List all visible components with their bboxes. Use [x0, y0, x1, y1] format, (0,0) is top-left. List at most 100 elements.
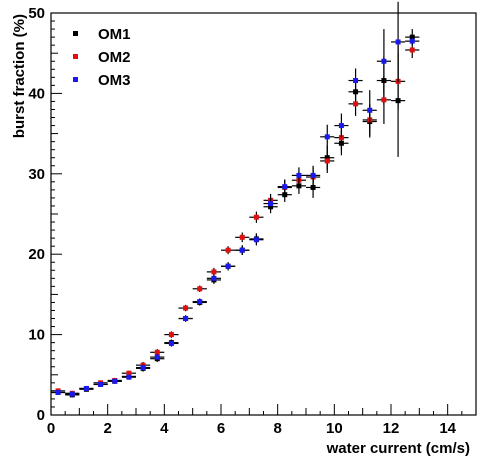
marker — [353, 101, 359, 107]
data-point — [405, 38, 420, 44]
x-tick-label: 6 — [217, 420, 225, 437]
data-point — [221, 246, 236, 255]
marker — [183, 316, 189, 322]
data-point — [164, 331, 179, 338]
data-point — [93, 381, 108, 387]
marker — [183, 305, 189, 311]
data-point — [391, 1, 406, 83]
marker — [310, 184, 316, 190]
marker — [367, 107, 373, 113]
data-point — [221, 262, 236, 271]
marker — [225, 247, 231, 253]
data-point — [150, 353, 165, 361]
marker — [211, 269, 217, 275]
legend: OM1 OM2 OM3 — [73, 26, 131, 89]
y-tick-label: 20 — [28, 246, 45, 263]
y-tick-label: 40 — [28, 85, 45, 102]
data-point — [178, 304, 193, 312]
data-points — [51, 1, 420, 398]
marker — [409, 47, 415, 53]
data-point — [206, 274, 221, 283]
data-point — [136, 364, 151, 371]
marker — [69, 391, 75, 397]
data-point — [192, 298, 207, 305]
legend-label: OM2 — [98, 49, 131, 66]
data-point — [79, 385, 94, 391]
x-tick-label: 10 — [326, 420, 343, 437]
marker — [126, 370, 132, 376]
marker — [126, 374, 132, 380]
marker — [197, 299, 203, 305]
data-point — [249, 234, 264, 246]
legend-label: OM1 — [98, 26, 131, 43]
marker — [239, 247, 245, 253]
legend-label: OM3 — [98, 72, 131, 89]
x-tick-label: 0 — [47, 420, 55, 437]
marker — [310, 172, 316, 178]
marker — [83, 385, 89, 391]
data-point — [263, 197, 278, 210]
data-point — [121, 374, 136, 380]
marker — [154, 349, 160, 355]
marker — [168, 340, 174, 346]
y-tick-label: 10 — [28, 327, 45, 344]
y-tick-label: 50 — [28, 5, 45, 22]
legend-item-om3: OM3 — [73, 72, 131, 89]
series-om3 — [51, 1, 420, 397]
data-point — [405, 41, 420, 59]
marker — [296, 172, 302, 178]
marker — [211, 275, 217, 281]
data-point — [320, 124, 335, 149]
data-point — [306, 165, 321, 186]
marker — [353, 78, 359, 84]
marker — [154, 354, 160, 360]
marker — [324, 158, 330, 164]
legend-marker — [73, 54, 78, 59]
x-tick-label: 8 — [273, 420, 281, 437]
data-point — [334, 113, 349, 138]
data-point — [65, 391, 80, 397]
marker — [140, 365, 146, 371]
series-om2 — [51, 41, 420, 396]
data-point — [348, 91, 363, 116]
x-tick-label: 2 — [103, 420, 111, 437]
marker — [253, 214, 259, 220]
marker — [112, 378, 118, 384]
marker — [409, 34, 415, 40]
data-point — [320, 148, 335, 173]
data-point — [249, 211, 264, 223]
axis-ticks: 0 2 4 6 8 10 12 14 0 10 20 30 40 50 — [28, 5, 477, 437]
marker — [381, 97, 387, 103]
legend-item-om2: OM2 — [73, 49, 131, 66]
x-axis-title: water current (cm/s) — [326, 440, 470, 457]
data-point — [362, 90, 377, 131]
data-point — [164, 340, 179, 347]
data-point — [277, 179, 292, 194]
marker — [268, 201, 274, 207]
x-tick-label: 12 — [383, 420, 400, 437]
x-tick-label: 14 — [439, 420, 456, 437]
marker — [324, 134, 330, 140]
data-point — [235, 232, 250, 243]
marker — [381, 58, 387, 64]
y-tick-label: 30 — [28, 166, 45, 183]
marker — [395, 39, 401, 45]
data-point — [291, 167, 306, 184]
data-point — [107, 378, 122, 384]
marker — [282, 184, 288, 190]
y-tick-label: 0 — [37, 407, 45, 424]
legend-marker — [73, 77, 78, 82]
data-point — [178, 315, 193, 322]
y-axis-title: burst fraction (%) — [11, 14, 28, 138]
marker — [55, 389, 61, 395]
marker — [98, 381, 104, 387]
marker — [253, 237, 259, 243]
x-tick-label: 4 — [160, 420, 169, 437]
marker — [225, 263, 231, 269]
data-point — [376, 29, 391, 94]
marker — [197, 286, 203, 292]
legend-marker — [73, 31, 78, 36]
data-point — [51, 389, 66, 395]
